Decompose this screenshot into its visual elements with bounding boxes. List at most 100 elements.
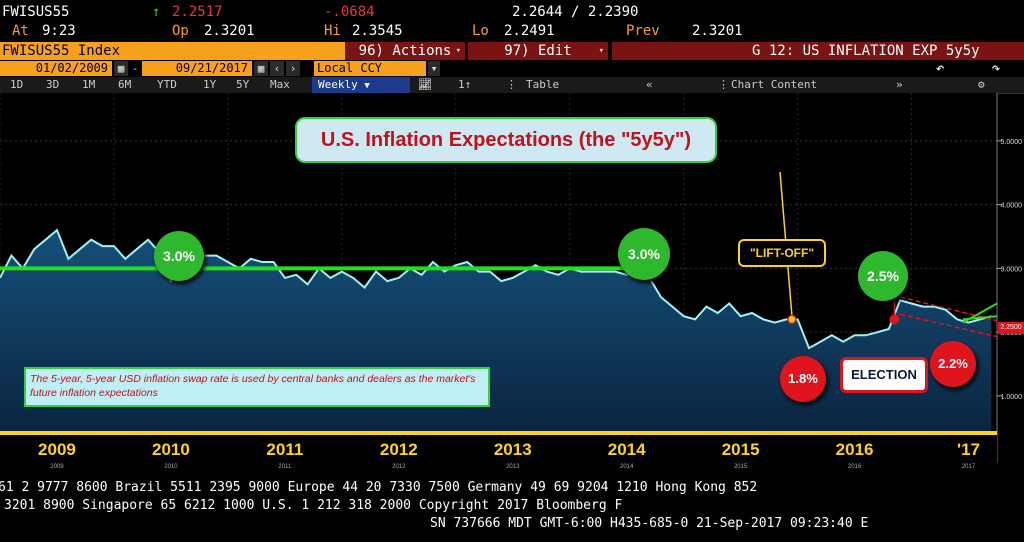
actions-menu[interactable]: 96) Actions ▾ (345, 42, 465, 60)
quote-time: 9:23 (42, 23, 76, 39)
expand-icon[interactable]: » (896, 78, 903, 91)
bubble-3pct-right: 3.0% (618, 228, 670, 280)
chevron-down-icon[interactable]: ▾ (428, 61, 440, 76)
start-date-input[interactable]: 01/02/2009 (0, 61, 112, 76)
security-name[interactable]: FWISUS55 Index (0, 42, 345, 60)
range-separator: - (130, 61, 140, 76)
chart-content-icon[interactable]: ⋮ (718, 78, 729, 91)
prev-label: Prev (626, 23, 660, 39)
chart-title: U.S. Inflation Expectations (the "5y5y") (320, 129, 692, 151)
channel-lower-line (899, 313, 998, 338)
bid-ask: 2.2644 / 2.2390 (512, 4, 639, 20)
bubble-3pct-left: 3.0% (154, 231, 204, 281)
period-5y[interactable]: 5Y (236, 78, 250, 91)
period-1d[interactable]: 1D (10, 78, 24, 91)
footer-line-1: 61 2 9777 8600 Brazil 5511 2395 9000 Eur… (0, 480, 758, 495)
period-6m[interactable]: 6M (118, 78, 132, 91)
frequency-select[interactable]: Weekly ▼ (312, 77, 410, 93)
liftoff-label: "LIFT-OFF" (738, 239, 826, 267)
y-tick-label: 4.0000 (1001, 203, 1023, 210)
forward-arrow-icon[interactable]: › (286, 61, 300, 76)
open-value: 2.3201 (204, 23, 255, 39)
liftoff-marker (787, 314, 797, 325)
low-value: 2.2491 (504, 23, 555, 39)
ticker: FWISUS55 (2, 4, 70, 20)
x-year-label: 2014 (608, 440, 646, 459)
low-label: Lo (472, 23, 489, 39)
dropdown-caret-icon: ▾ (455, 46, 461, 56)
calendar-icon[interactable]: ▦ (114, 61, 128, 76)
up-arrow-icon: ↑ (152, 4, 161, 20)
line-chart-icon[interactable]: 📈︎ (418, 78, 432, 91)
period-3d[interactable]: 3D (46, 78, 60, 91)
x-axis-bar (0, 431, 997, 435)
footer-line-3: SN 737666 MDT GMT-6:00 H435-685-0 21-Sep… (430, 516, 869, 531)
back-arrow-icon[interactable]: ‹ (270, 61, 284, 76)
x-axis-year-labels: 2009 2010 2011 2012 2013 2014 2015 2016 '17 (38, 440, 980, 459)
date-range-row: 01/02/2009 ▦ - 09/21/2017 ▦ ‹ › Local CC… (0, 60, 1024, 77)
high-label: Hi (324, 23, 341, 39)
end-date-input[interactable]: 09/21/2017 (142, 61, 252, 76)
prev-value: 2.3201 (692, 23, 743, 39)
x-tick-label: 2013 (506, 464, 520, 468)
footer-line-2: 3201 8900 Singapore 65 6212 1000 U.S. 1 … (4, 498, 623, 513)
x-year-label: 2011 (266, 440, 303, 459)
at-label: At (12, 23, 29, 39)
y-tick-label: 3.0000 (1001, 266, 1023, 273)
last-price: 2.2517 (172, 4, 223, 20)
redo-icon[interactable]: ↷ (986, 61, 1006, 76)
y-tick-label: 1.0000 (1001, 394, 1023, 401)
note-box: The 5-year, 5-year USD inflation swap ra… (24, 367, 490, 407)
title-bar: FWISUS55 Index 96) Actions ▾ 97) Edit ▾ … (0, 42, 1024, 60)
edit-label: 97) Edit (504, 43, 572, 59)
x-tick-label: 2014 (620, 464, 634, 468)
x-tick-label: 2016 (848, 464, 862, 468)
x-axis-band (0, 435, 997, 463)
x-year-label: 2016 (836, 440, 874, 459)
chart-type-icon[interactable]: 1↑ (458, 78, 472, 91)
x-year-label: '17 (957, 440, 980, 459)
bubble-2-5pct: 2.5% (858, 251, 908, 301)
period-max[interactable]: Max (270, 78, 290, 91)
chevron-down-icon: ▼ (364, 81, 370, 91)
period-1m[interactable]: 1M (82, 78, 96, 91)
high-value: 2.3545 (352, 23, 403, 39)
period-ytd[interactable]: YTD (157, 78, 177, 91)
gear-icon[interactable]: ⚙ (978, 78, 985, 91)
x-axis-small-labels: 2009 2010 2011 2012 2013 2014 2015 2016 2017 (50, 464, 976, 470)
bloomberg-footer: 61 2 9777 8600 Brazil 5511 2395 9000 Eur… (0, 470, 1024, 542)
bubble-1-8pct: 1.8% (780, 356, 826, 402)
x-year-label: 2012 (380, 440, 418, 459)
x-year-label: 2013 (494, 440, 532, 459)
chart-toolbar: 1D 3D 1M 6M YTD 1Y 5Y Max Weekly ▼ 📈︎ 1↑… (0, 77, 1024, 94)
function-title: G 12: US INFLATION EXP 5y5y (612, 42, 1024, 60)
x-year-label: 2009 (38, 440, 76, 459)
current-value-tag: 2.2500 (998, 322, 1024, 334)
dropdown-caret-icon: ▾ (598, 46, 604, 56)
x-tick-label: 2011 (278, 464, 292, 468)
period-1y[interactable]: 1Y (203, 78, 217, 91)
undo-icon[interactable]: ↶ (930, 61, 950, 76)
x-tick-label: 2010 (164, 464, 178, 468)
x-year-label: 2010 (152, 440, 190, 459)
y-tick-label: 5.0000 (1001, 139, 1023, 146)
table-button[interactable]: Table (526, 78, 560, 91)
x-year-label: 2015 (722, 440, 760, 459)
election-label: ELECTION (840, 357, 928, 393)
edit-menu[interactable]: 97) Edit ▾ (468, 42, 608, 60)
calendar-icon[interactable]: ▦ (254, 61, 268, 76)
collapse-icon[interactable]: « (646, 78, 653, 91)
x-tick-label: 2009 (50, 464, 64, 468)
bubble-2-2pct: 2.2% (930, 341, 976, 387)
chart-content-button[interactable]: Chart Content (731, 78, 818, 91)
x-tick-label: 2012 (392, 464, 406, 468)
x-tick-label: 2017 (962, 464, 976, 468)
election-marker (889, 314, 900, 325)
rebound-green-line (962, 315, 998, 321)
currency-select[interactable]: Local CCY (314, 61, 426, 76)
note-text: The 5-year, 5-year USD inflation swap ra… (30, 373, 476, 399)
actions-label: 96) Actions (358, 43, 452, 59)
table-icon[interactable]: ⋮ (506, 78, 517, 91)
